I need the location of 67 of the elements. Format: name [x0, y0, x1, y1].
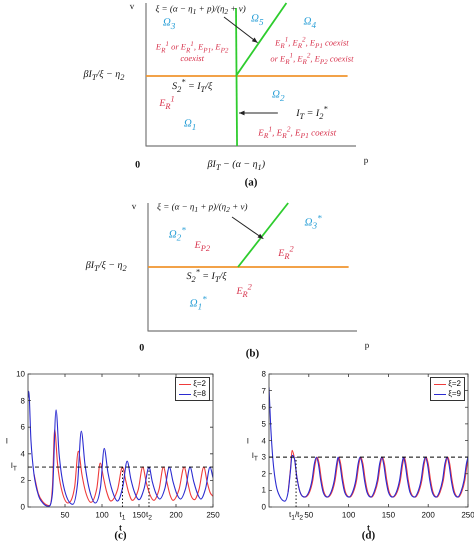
x-tick-label: 100	[95, 510, 109, 520]
line-series	[288, 450, 468, 498]
text: S$_{2}$$^{*}$ = I$_{T}$/ξ	[172, 77, 212, 94]
y-tick-label: 8	[262, 369, 266, 379]
y-tick-label: 2	[20, 476, 25, 485]
x-tick-label: 150	[132, 510, 146, 520]
y-tick-label: 4	[262, 436, 266, 446]
text: p	[364, 340, 370, 350]
x-tick-label: 200	[169, 510, 183, 520]
text: S$_{2}$$^{*}$ = I$_{T}$/ξ	[186, 268, 227, 284]
x-tick-label: 250	[461, 510, 474, 520]
x-tick-label: 100	[342, 510, 356, 520]
legend-label: ξ=9	[448, 389, 461, 399]
text: v	[130, 0, 134, 12]
text: 0	[135, 158, 140, 170]
text: E$_{R}$$^{1}$ or E$_{R}$$^{1}$, E$_{P1}$, E$_{P2}$ coexist	[156, 39, 228, 64]
y-tick-label: 6	[20, 422, 25, 432]
text: Ω$_{3}$	[162, 17, 176, 32]
text: (a)	[244, 176, 258, 190]
y-tick-label: 8	[20, 396, 25, 406]
text: ξ = (α − η$_{1}$ + p)/(η$_{2}$ + ν)	[157, 201, 248, 215]
y-tick-label: 1	[262, 486, 266, 495]
text: βI$_{T}$/ξ − η$_{2}$	[84, 69, 124, 83]
text: (c)	[114, 530, 127, 542]
y-tick-label: 4	[20, 449, 25, 458]
ref-line-label: I$_{T}$	[252, 450, 258, 464]
y-tick-label: 5	[262, 419, 266, 428]
text: p	[364, 154, 368, 166]
y-axis-title: I	[6, 436, 8, 446]
y-tick-label: 10	[16, 369, 25, 379]
x-tick-label: 200	[422, 510, 435, 520]
y-tick-label: 2	[262, 469, 266, 478]
text: Ω$_{4}$	[304, 16, 316, 30]
text: Ω$_{1}$	[184, 117, 196, 132]
text: or E$_{R}$$^{1}$, E$_{R}$$^{2}$, E$_{P2}$ coexist	[270, 51, 354, 66]
text: v	[132, 200, 136, 212]
legend-label: ξ=8	[193, 389, 206, 399]
ref-line-label: t$_{1}$	[120, 510, 126, 522]
text: 0	[139, 342, 144, 354]
y-tick-label: 0	[20, 502, 25, 512]
y-tick-label: 3	[262, 452, 266, 462]
line-series	[28, 390, 213, 507]
text: ξ = (α − η$_{1}$ + p)/(η$_{2}$ + ν)	[155, 3, 246, 17]
text: βI$_{T}$/ξ − η$_{2}$	[86, 260, 127, 274]
y-tick-label: 7	[262, 386, 266, 396]
text: βI$_{T}$ − (α − η$_{1}$)	[208, 159, 266, 173]
x-axis-title: t	[367, 523, 370, 532]
y-tick-label: 6	[262, 402, 266, 412]
x-tick-label: 50	[304, 510, 314, 520]
text: (b)	[246, 348, 260, 360]
text: Ω$_{2}$	[272, 88, 285, 104]
x-tick-label: 50	[60, 510, 70, 520]
x-axis-title: t	[119, 523, 122, 532]
ref-line-label: t$_{2}$	[146, 510, 152, 522]
ref-line-label: t$_{1}$/t$_{2}$	[289, 510, 304, 522]
ref-line-label: I$_{T}$	[10, 460, 17, 474]
y-axis-title: I	[246, 436, 249, 446]
text: Ω$_{5}$	[251, 12, 264, 28]
y-tick-label: 0	[262, 502, 266, 512]
text: E$_{R}$$^{1}$, E$_{R}$$^{2}$, E$_{P1}$ coexist	[275, 36, 349, 50]
legend-label: ξ=2	[193, 379, 206, 389]
text: E$_{P2}$	[194, 240, 210, 254]
legend-label: ξ=2	[448, 379, 461, 389]
text: (d)	[362, 530, 376, 542]
x-tick-label: 150	[382, 510, 396, 520]
text: E$_{R}$$^{1}$, E$_{R}$$^{2}$, E$_{P1}$ coexist	[258, 124, 336, 140]
x-tick-label: 250	[206, 510, 220, 520]
